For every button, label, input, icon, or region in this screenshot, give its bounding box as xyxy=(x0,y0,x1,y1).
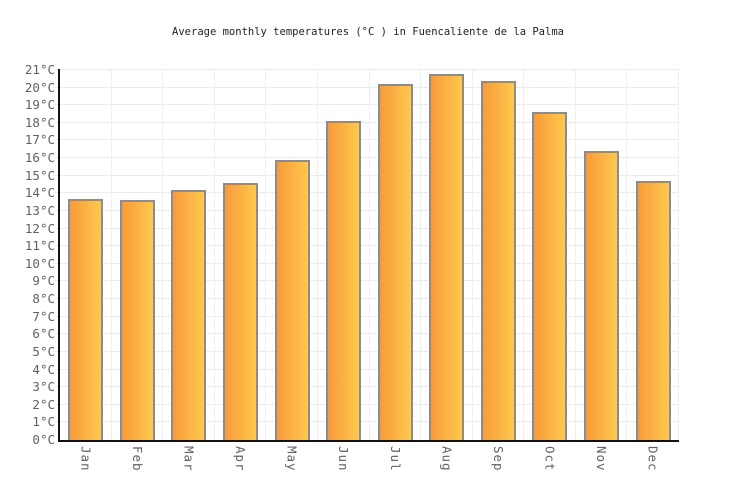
x-tick-label-jul: Jul xyxy=(387,446,403,472)
h-gridline xyxy=(55,421,679,423)
h-gridline xyxy=(55,139,679,141)
bar-column-feb xyxy=(112,70,164,440)
bar-series xyxy=(60,70,679,440)
y-tick-label-10: 10°C xyxy=(24,255,55,271)
y-tick-label-12: 12°C xyxy=(24,220,55,236)
h-gridline xyxy=(55,280,679,282)
y-tick-label-3: 3°C xyxy=(32,379,55,395)
y-tick-label-7: 7°C xyxy=(32,308,55,324)
h-gridline xyxy=(55,121,679,123)
temperature-bar-jul xyxy=(377,84,413,440)
bar-column-oct xyxy=(524,70,576,440)
v-gridline xyxy=(420,70,422,440)
y-axis-tick-labels: 0°C 1°C 2°C 3°C 4°C 5°C 6°C 7°C 8°C 9°C 10°C 11°C 12… xyxy=(0,62,55,447)
v-gridline xyxy=(626,70,628,440)
bar-column-mar xyxy=(163,70,215,440)
v-gridline xyxy=(213,70,215,440)
temperature-bar-apr xyxy=(223,182,259,440)
bar-column-may xyxy=(266,70,318,440)
h-gridline xyxy=(55,209,679,211)
x-tick-label-nov: Nov xyxy=(594,446,610,472)
h-gridline xyxy=(55,333,679,335)
bar-column-sep xyxy=(473,70,525,440)
y-tick-label-2: 2°C xyxy=(32,396,55,412)
v-gridline xyxy=(162,70,164,440)
v-gridline xyxy=(316,70,318,440)
temperature-bar-aug xyxy=(429,73,465,440)
bar-column-dec xyxy=(627,70,679,440)
x-tick-label-mar: Mar xyxy=(181,446,197,472)
temperature-bar-oct xyxy=(532,112,568,440)
temperature-bar-nov xyxy=(584,151,620,440)
x-tick-label-apr: Apr xyxy=(233,446,249,472)
h-gridline xyxy=(55,86,679,88)
h-gridline xyxy=(55,262,679,264)
y-tick-label-0: 0°C xyxy=(32,432,55,447)
v-gridline xyxy=(110,70,112,440)
x-tick-label-sep: Sep xyxy=(490,446,506,472)
v-gridline xyxy=(523,70,525,440)
h-gridline xyxy=(55,157,679,159)
temperature-bar-mar xyxy=(171,189,207,440)
y-tick-label-11: 11°C xyxy=(24,238,55,254)
bar-column-jul xyxy=(369,70,421,440)
x-tick-label-jan: Jan xyxy=(78,446,94,472)
bar-column-apr xyxy=(215,70,267,440)
x-axis-tick-labels: Jan Feb Mar Apr May Jun Jul Aug Sep Oct Nov Dec xyxy=(60,446,679,490)
temperature-bar-jan xyxy=(68,198,104,440)
y-tick-label-1: 1°C xyxy=(32,414,55,430)
bar-column-nov xyxy=(576,70,628,440)
x-tick-label-jun: Jun xyxy=(336,446,352,472)
temperature-bar-may xyxy=(274,159,310,440)
y-tick-label-16: 16°C xyxy=(24,150,55,166)
y-tick-label-9: 9°C xyxy=(32,273,55,289)
v-gridline xyxy=(574,70,576,440)
h-gridline xyxy=(55,245,679,247)
y-tick-label-19: 19°C xyxy=(24,97,55,113)
chart-title: Average monthly temperatures (°C ) in Fu… xyxy=(172,26,564,38)
x-tick-label-dec: Dec xyxy=(645,446,661,472)
y-tick-label-20: 20°C xyxy=(24,79,55,95)
y-axis-line xyxy=(58,69,60,442)
h-gridline xyxy=(55,192,679,194)
h-gridline xyxy=(55,174,679,176)
x-tick-label-may: May xyxy=(284,446,300,472)
temperature-bar-dec xyxy=(635,181,671,440)
y-tick-label-17: 17°C xyxy=(24,132,55,148)
y-tick-label-15: 15°C xyxy=(24,167,55,183)
bar-column-aug xyxy=(421,70,473,440)
x-tick-label-feb: Feb xyxy=(129,446,145,472)
y-tick-label-8: 8°C xyxy=(32,291,55,307)
h-gridline xyxy=(55,315,679,317)
bar-column-jan xyxy=(60,70,112,440)
h-gridline xyxy=(55,104,679,106)
v-gridline xyxy=(368,70,370,440)
x-axis-line xyxy=(58,440,679,442)
h-gridline xyxy=(55,368,679,370)
temperature-bar-jun xyxy=(326,121,362,440)
temperature-bar-sep xyxy=(480,80,516,440)
v-gridline xyxy=(471,70,473,440)
v-gridline xyxy=(678,70,679,440)
h-gridline xyxy=(55,386,679,388)
v-gridline xyxy=(265,70,267,440)
bar-column-jun xyxy=(318,70,370,440)
y-tick-label-6: 6°C xyxy=(32,326,55,342)
temperature-bar-feb xyxy=(119,200,155,440)
h-gridline xyxy=(55,350,679,352)
y-tick-label-4: 4°C xyxy=(32,361,55,377)
y-tick-label-21: 21°C xyxy=(24,62,55,77)
x-tick-label-aug: Aug xyxy=(439,446,455,472)
x-tick-label-oct: Oct xyxy=(542,446,558,472)
h-gridline xyxy=(55,227,679,229)
plot-area xyxy=(55,69,679,440)
h-gridline xyxy=(55,69,679,70)
y-tick-label-5: 5°C xyxy=(32,343,55,359)
y-tick-label-18: 18°C xyxy=(24,114,55,130)
y-tick-label-14: 14°C xyxy=(24,185,55,201)
h-gridline xyxy=(55,403,679,405)
y-tick-label-13: 13°C xyxy=(24,202,55,218)
h-gridline xyxy=(55,298,679,300)
